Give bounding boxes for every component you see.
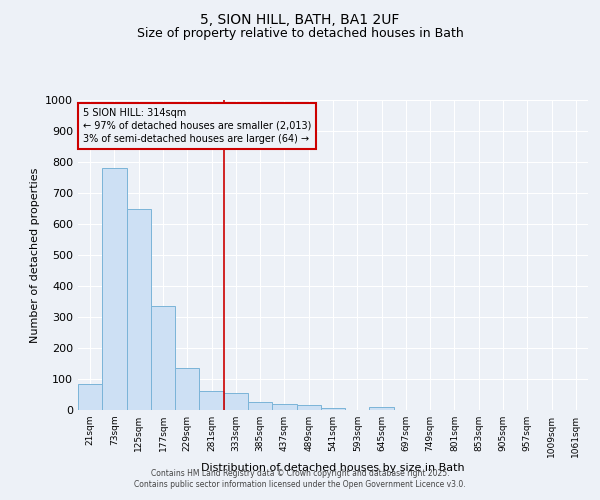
Bar: [102, 168, 127, 410]
Text: Size of property relative to detached houses in Bath: Size of property relative to detached ho…: [137, 28, 463, 40]
Bar: [321, 408, 345, 410]
Text: Contains public sector information licensed under the Open Government Licence v3: Contains public sector information licen…: [134, 480, 466, 489]
Bar: [78, 384, 102, 410]
Text: 5 SION HILL: 314sqm
← 97% of detached houses are smaller (2,013)
3% of semi-deta: 5 SION HILL: 314sqm ← 97% of detached ho…: [83, 108, 311, 144]
Bar: [370, 407, 394, 410]
X-axis label: Distribution of detached houses by size in Bath: Distribution of detached houses by size …: [201, 462, 465, 472]
Bar: [272, 404, 296, 410]
Text: 5, SION HILL, BATH, BA1 2UF: 5, SION HILL, BATH, BA1 2UF: [200, 12, 400, 26]
Bar: [296, 406, 321, 410]
Y-axis label: Number of detached properties: Number of detached properties: [29, 168, 40, 342]
Bar: [151, 306, 175, 410]
Bar: [248, 402, 272, 410]
Text: Contains HM Land Registry data © Crown copyright and database right 2025.: Contains HM Land Registry data © Crown c…: [151, 468, 449, 477]
Bar: [175, 368, 199, 410]
Bar: [199, 392, 224, 410]
Bar: [224, 393, 248, 410]
Bar: [127, 208, 151, 410]
